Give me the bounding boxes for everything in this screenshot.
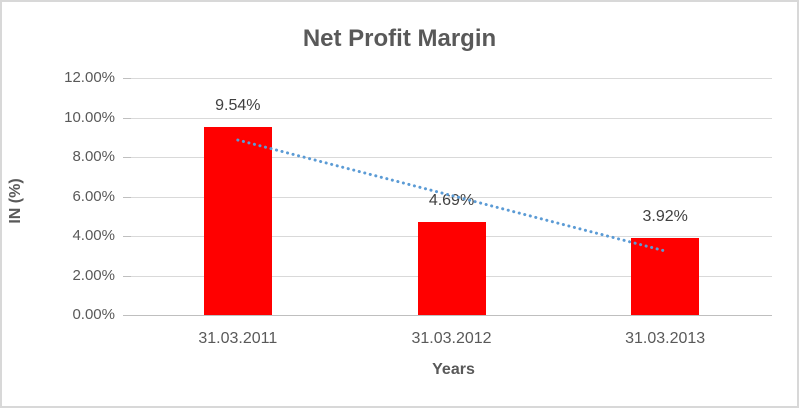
y-tick-label: 2.00% xyxy=(72,266,115,284)
y-tick-label: 8.00% xyxy=(72,148,115,165)
bar-value-label: 3.92% xyxy=(642,207,688,225)
bar-31.03.2013 xyxy=(631,237,700,315)
x-tick-label: 31.03.2012 xyxy=(411,330,492,347)
x-axis-line xyxy=(131,315,772,316)
x-axis-title: Years xyxy=(432,361,475,378)
y-tick-label: 0.00% xyxy=(72,306,115,323)
y-axis-tick xyxy=(123,275,131,277)
y-axis-tick xyxy=(123,78,131,79)
y-axis-tick xyxy=(123,117,131,119)
y-tick-label: 6.00% xyxy=(72,187,115,205)
bar-31.03.2012 xyxy=(417,222,486,315)
y-axis-tick xyxy=(123,157,131,158)
chart-title: Net Profit Margin xyxy=(302,25,497,52)
x-tick-label: 31.03.2011 xyxy=(198,330,278,347)
bar-value-label: 9.54% xyxy=(215,96,261,114)
bar-value-label: 4.69% xyxy=(428,192,475,210)
y-axis-tick xyxy=(123,236,131,237)
y-tick-label: 12.00% xyxy=(64,69,115,86)
y-gridline xyxy=(131,78,772,79)
bar-31.03.2011 xyxy=(203,126,272,315)
y-gridline xyxy=(131,117,772,119)
x-tick-label: 31.03.2013 xyxy=(625,330,706,347)
y-axis-title: IN (%) xyxy=(7,178,24,224)
y-axis-tick xyxy=(123,315,131,316)
y-tick-label: 10.00% xyxy=(64,108,115,126)
y-tick-label: 4.00% xyxy=(72,227,115,244)
y-axis-tick xyxy=(123,196,131,198)
